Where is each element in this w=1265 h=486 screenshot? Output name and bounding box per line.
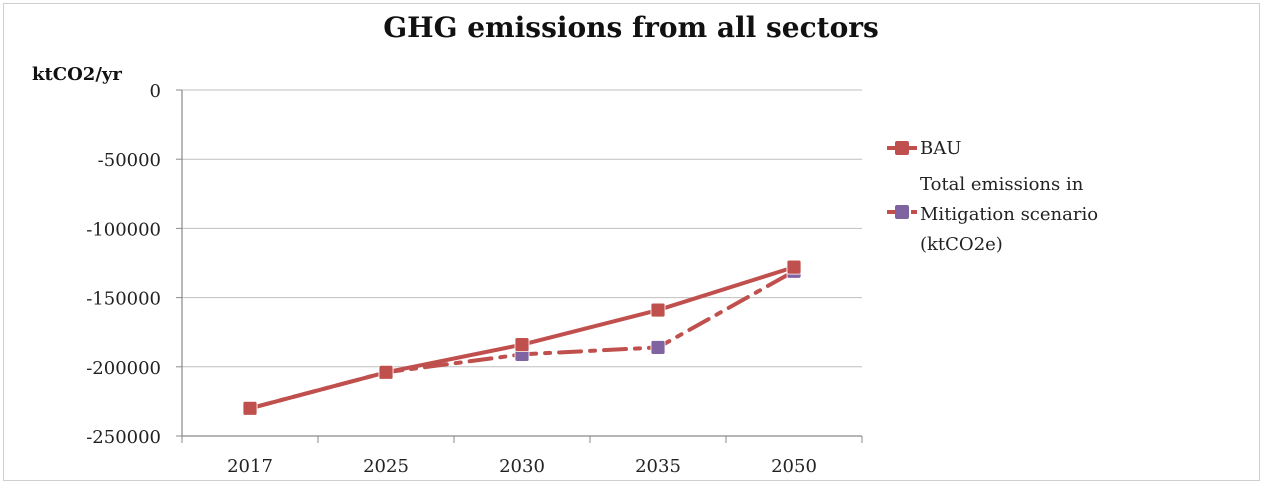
gridlines	[182, 89, 862, 368]
legend-label-mitigation: Total emissions in	[920, 174, 1084, 195]
y-tick-label: -100000	[86, 219, 161, 240]
y-tick-label: 0	[150, 81, 161, 102]
x-tick-label: 2050	[771, 456, 817, 477]
axes	[176, 89, 863, 443]
x-tick-label: 2025	[363, 456, 409, 477]
chart-frame	[3, 3, 1260, 481]
chart-title: GHG emissions from all sectors	[383, 11, 879, 44]
y-tick-label: -250000	[86, 427, 161, 448]
data-point-bau	[242, 400, 258, 416]
legend: BAU Total emissions in Mitigation scenario…	[887, 138, 1098, 255]
legend-swatch-marker-mitigation	[895, 205, 909, 219]
legend-label-mitigation: Mitigation scenario	[920, 204, 1098, 225]
legend-swatch-marker-bau	[895, 141, 909, 155]
x-tick-labels: 2017 2025 2030 2035 2050	[227, 456, 817, 477]
data-point-bau	[514, 337, 530, 353]
y-tick-labels: 0 -50000 -100000 -150000 -200000 -250000	[86, 81, 161, 448]
x-tick-label: 2030	[499, 456, 545, 477]
x-tick-label: 2017	[227, 456, 273, 477]
y-tick-label: -200000	[86, 358, 161, 379]
data-point-bau	[378, 364, 394, 380]
data-point-mitigation	[650, 340, 666, 355]
y-axis-label: ktCO2/yr	[32, 64, 122, 85]
data-point-bau	[650, 302, 666, 318]
legend-label-bau: BAU	[920, 138, 961, 159]
x-tick-label: 2035	[635, 456, 681, 477]
y-tick-label: -150000	[86, 289, 161, 310]
data-point-bau	[786, 259, 802, 275]
legend-label-mitigation: (ktCO2e)	[920, 234, 1003, 255]
series-layer	[242, 259, 802, 416]
y-tick-label: -50000	[98, 150, 161, 171]
